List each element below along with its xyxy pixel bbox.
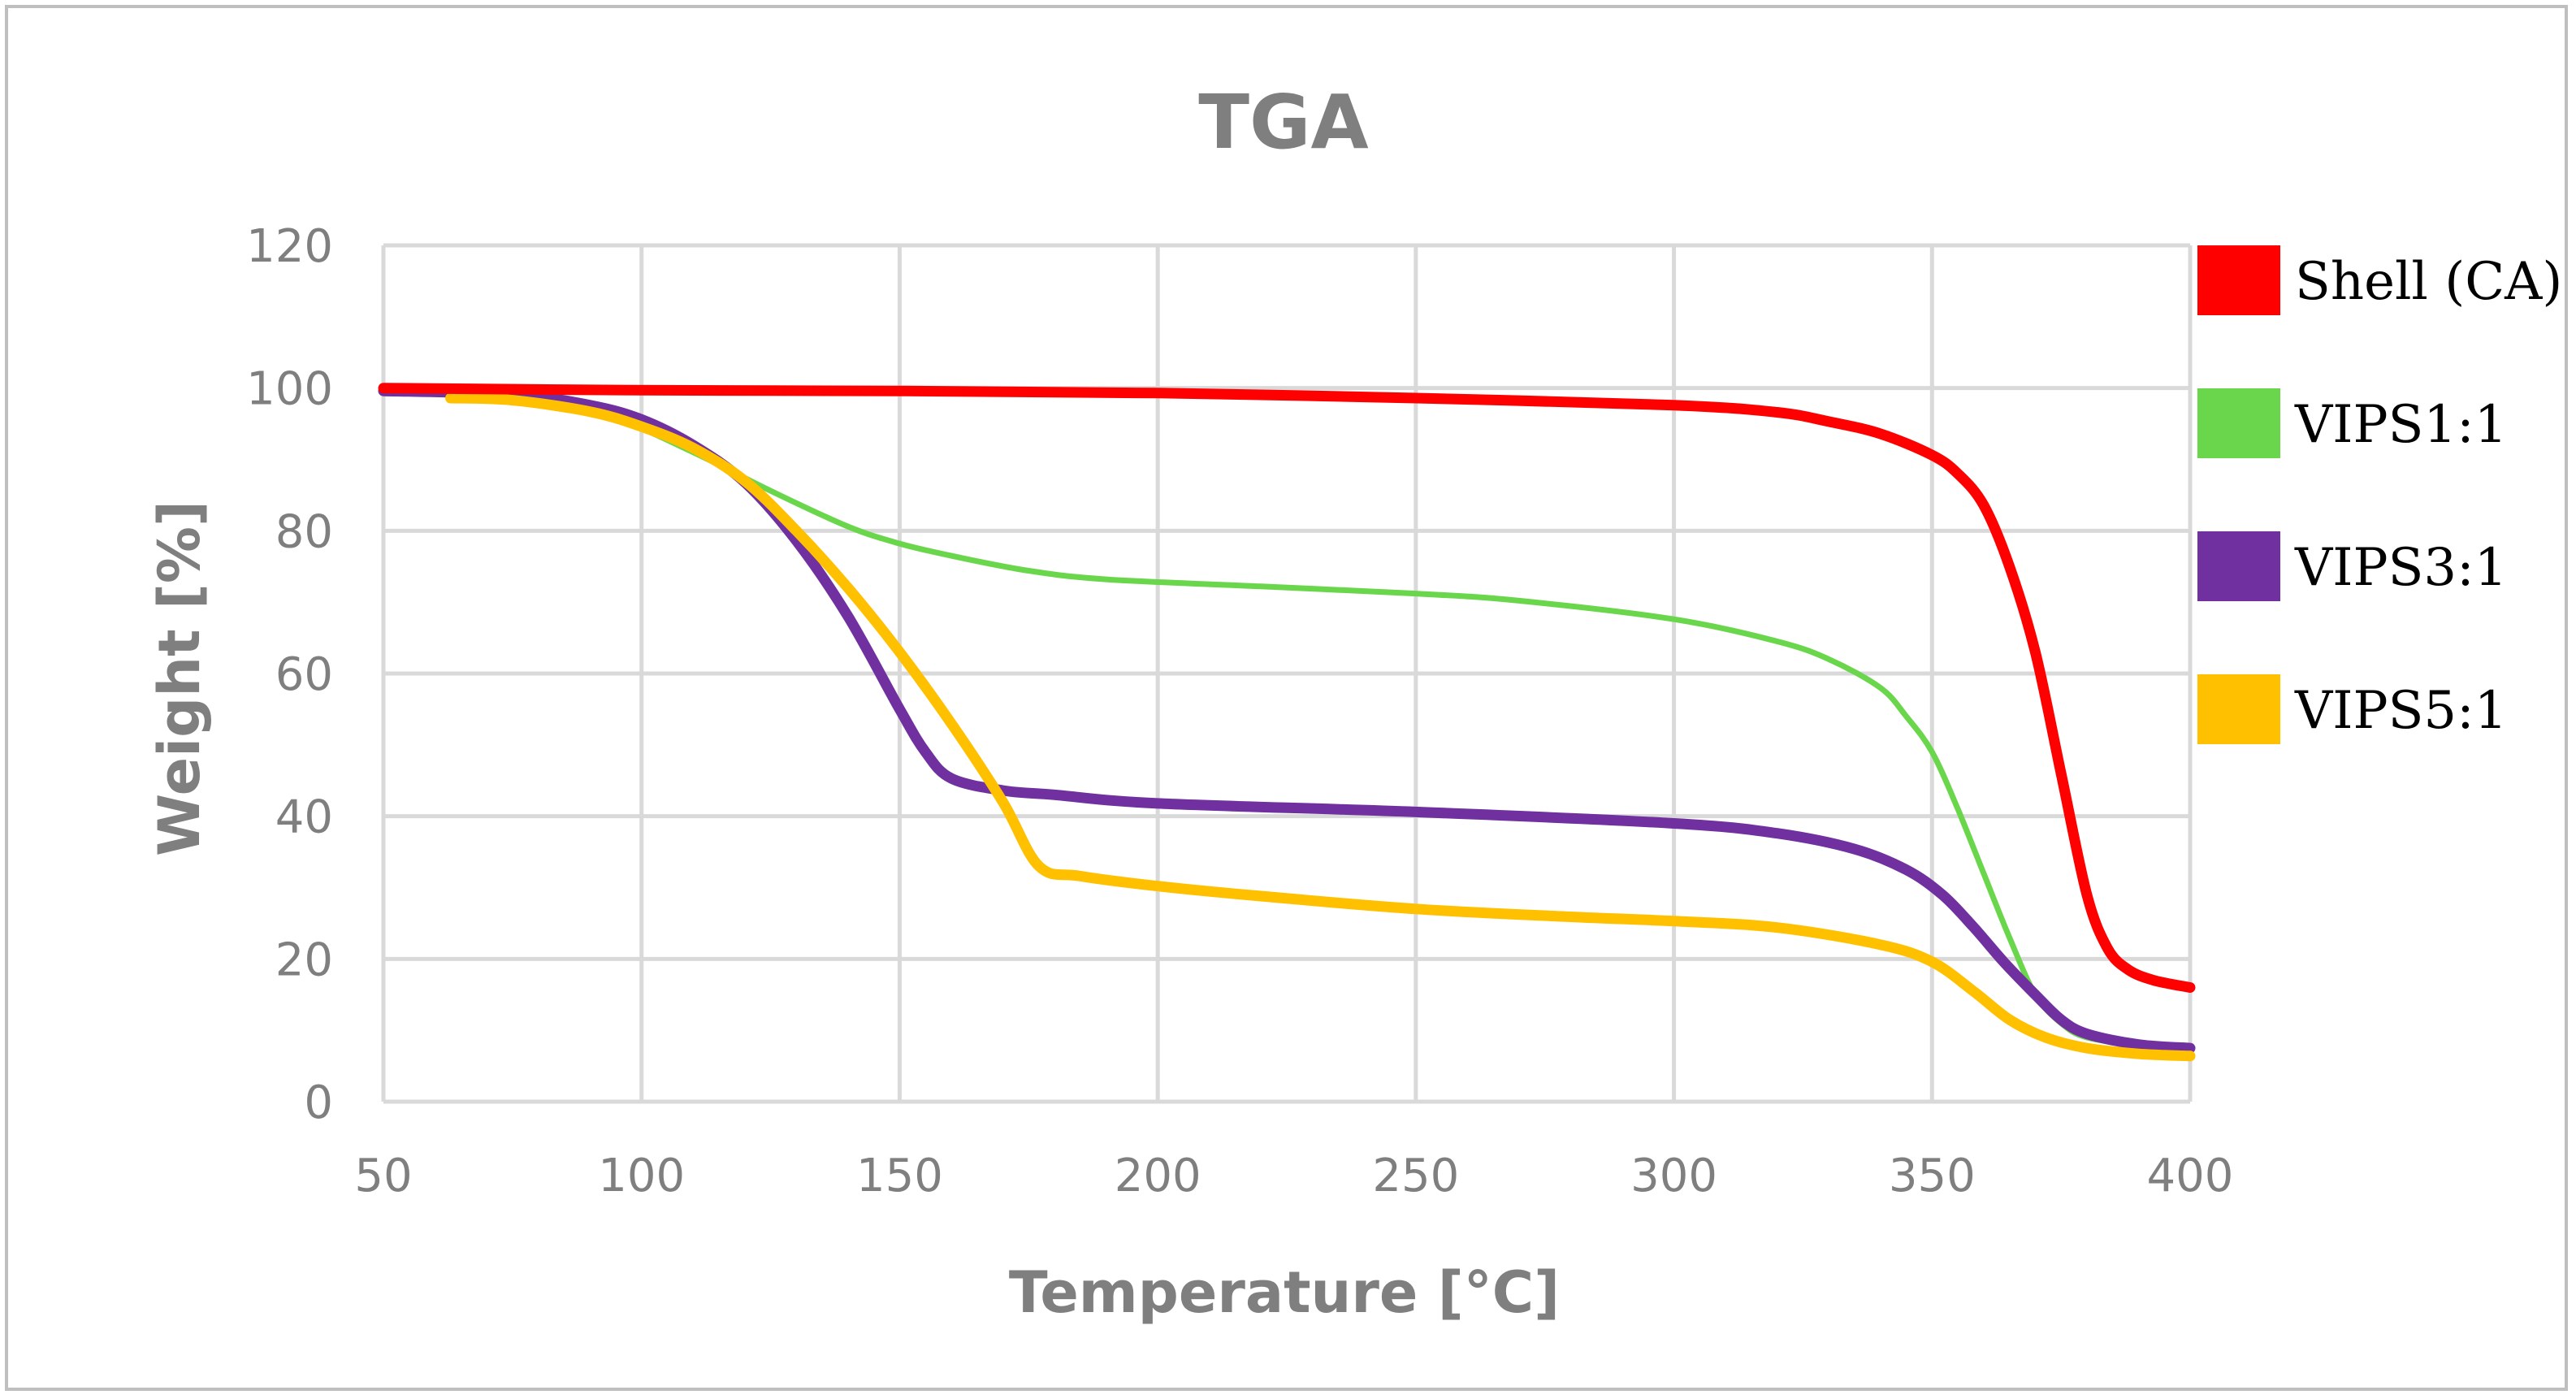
legend-swatch: [2197, 531, 2280, 601]
legend-label: Shell (CA): [2295, 252, 2562, 312]
x-tick-label: 200: [1115, 1150, 1201, 1202]
x-axis-title: Temperature [°C]: [1009, 1259, 1560, 1326]
series-line-vips1-1: [380, 388, 2193, 1049]
x-tick-label: 50: [354, 1150, 412, 1202]
gridlines: [381, 243, 2193, 1104]
x-tick-label: 250: [1372, 1150, 1459, 1202]
x-tick-label: 400: [2147, 1150, 2234, 1202]
y-axis-ticks: 0 20 40 60 80 100 120: [246, 220, 333, 1129]
y-tick-label: 120: [246, 220, 333, 273]
legend-swatch: [2197, 388, 2280, 458]
y-tick-label: 60: [275, 648, 333, 701]
chart-frame: [5, 5, 2568, 1391]
y-tick-label: 40: [275, 791, 333, 844]
y-axis-title: Weight [%]: [146, 500, 213, 856]
legend-label: VIPS3:1: [2294, 538, 2507, 598]
series-line-vips3-1: [378, 385, 2196, 1054]
x-tick-label: 150: [856, 1150, 943, 1202]
x-axis-ticks: 50 100 150 200 250 300 350 400: [354, 1150, 2233, 1202]
x-tick-label: 100: [598, 1150, 685, 1202]
legend-label: VIPS1:1: [2294, 395, 2507, 455]
y-tick-label: 0: [304, 1076, 333, 1129]
legend: Shell (CA) VIPS1:1 VIPS3:1 VIPS5:1: [2197, 245, 2562, 744]
chart-title: TGA: [1198, 79, 1368, 166]
y-tick-label: 80: [275, 505, 333, 558]
x-tick-label: 350: [1889, 1150, 1976, 1202]
x-tick-label: 300: [1630, 1150, 1717, 1202]
series-line-shell-ca: [378, 383, 2196, 993]
series-line-vips5-1: [445, 392, 2196, 1062]
legend-swatch: [2197, 674, 2280, 744]
legend-swatch: [2197, 245, 2280, 315]
series-lines: [378, 383, 2196, 1062]
y-tick-label: 20: [275, 933, 333, 986]
y-tick-label: 100: [246, 363, 333, 416]
legend-label: VIPS5:1: [2294, 681, 2507, 741]
